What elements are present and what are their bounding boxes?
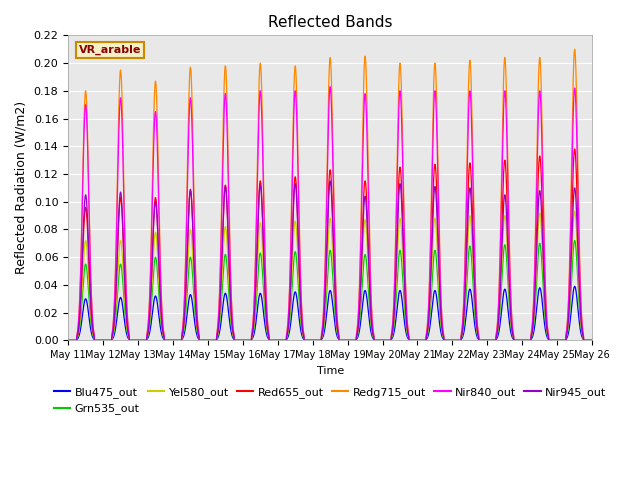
Grn535_out (265, 337, 273, 343)
Yel580_out (571, 209, 579, 215)
Redg715_out (64, 337, 72, 343)
Blu475_out (578, 334, 586, 340)
Blu475_out (124, 335, 132, 340)
Blu475_out (571, 284, 579, 289)
Yel580_out (522, 337, 529, 343)
Nir840_out (288, 199, 296, 205)
Yel580_out (578, 329, 586, 335)
Nir945_out (265, 337, 273, 343)
Red655_out (578, 325, 586, 331)
Nir840_out (64, 337, 72, 343)
Nir945_out (124, 328, 132, 334)
Red655_out (522, 337, 529, 343)
Yel580_out (64, 337, 72, 343)
Y-axis label: Reflected Radiation (W/m2): Reflected Radiation (W/m2) (15, 101, 28, 275)
Yel580_out (265, 337, 273, 343)
Grn535_out (588, 337, 596, 343)
Blu475_out (155, 314, 163, 320)
Title: Reflected Bands: Reflected Bands (268, 15, 392, 30)
Grn535_out (522, 337, 529, 343)
Nir840_out (578, 321, 586, 327)
Red655_out (265, 337, 273, 343)
Line: Yel580_out: Yel580_out (68, 212, 592, 340)
Grn535_out (571, 238, 579, 243)
Grn535_out (155, 293, 163, 299)
Redg715_out (124, 320, 132, 326)
Yel580_out (288, 272, 296, 277)
Line: Nir945_out: Nir945_out (68, 181, 592, 340)
Redg715_out (578, 318, 586, 324)
Redg715_out (571, 47, 579, 52)
Text: VR_arable: VR_arable (79, 45, 141, 55)
Nir840_out (588, 337, 596, 343)
Grn535_out (288, 288, 296, 294)
Grn535_out (64, 337, 72, 343)
Nir945_out (155, 264, 163, 269)
Legend: Blu475_out, Grn535_out, Yel580_out, Red655_out, Redg715_out, Nir840_out, Nir945_: Blu475_out, Grn535_out, Yel580_out, Red6… (49, 383, 611, 419)
Line: Grn535_out: Grn535_out (68, 240, 592, 340)
Grn535_out (578, 331, 586, 337)
Red655_out (124, 328, 132, 334)
Redg715_out (588, 337, 596, 343)
Grn535_out (124, 333, 132, 338)
Nir945_out (64, 337, 72, 343)
Nir945_out (578, 327, 586, 333)
Blu475_out (265, 337, 273, 343)
Blu475_out (64, 337, 72, 343)
Line: Blu475_out: Blu475_out (68, 287, 592, 340)
Nir840_out (326, 84, 334, 90)
Blu475_out (588, 337, 596, 343)
Yel580_out (155, 280, 163, 286)
Line: Redg715_out: Redg715_out (68, 49, 592, 340)
Nir840_out (522, 337, 529, 343)
Red655_out (155, 261, 163, 267)
Line: Red655_out: Red655_out (68, 149, 592, 340)
Nir945_out (288, 251, 296, 256)
Blu475_out (288, 311, 296, 316)
Red655_out (288, 247, 296, 252)
Line: Nir840_out: Nir840_out (68, 87, 592, 340)
Redg715_out (155, 199, 163, 205)
Nir945_out (326, 178, 334, 184)
Nir840_out (124, 322, 132, 327)
Blu475_out (522, 337, 529, 343)
Nir840_out (265, 337, 273, 343)
Redg715_out (265, 337, 273, 343)
Nir945_out (588, 337, 596, 343)
Red655_out (64, 337, 72, 343)
Redg715_out (522, 337, 529, 343)
Yel580_out (588, 337, 596, 343)
Red655_out (588, 337, 596, 343)
Nir840_out (155, 216, 163, 221)
Nir945_out (522, 337, 529, 343)
X-axis label: Time: Time (317, 366, 344, 376)
Yel580_out (124, 331, 132, 337)
Red655_out (571, 146, 579, 152)
Redg715_out (288, 186, 296, 192)
